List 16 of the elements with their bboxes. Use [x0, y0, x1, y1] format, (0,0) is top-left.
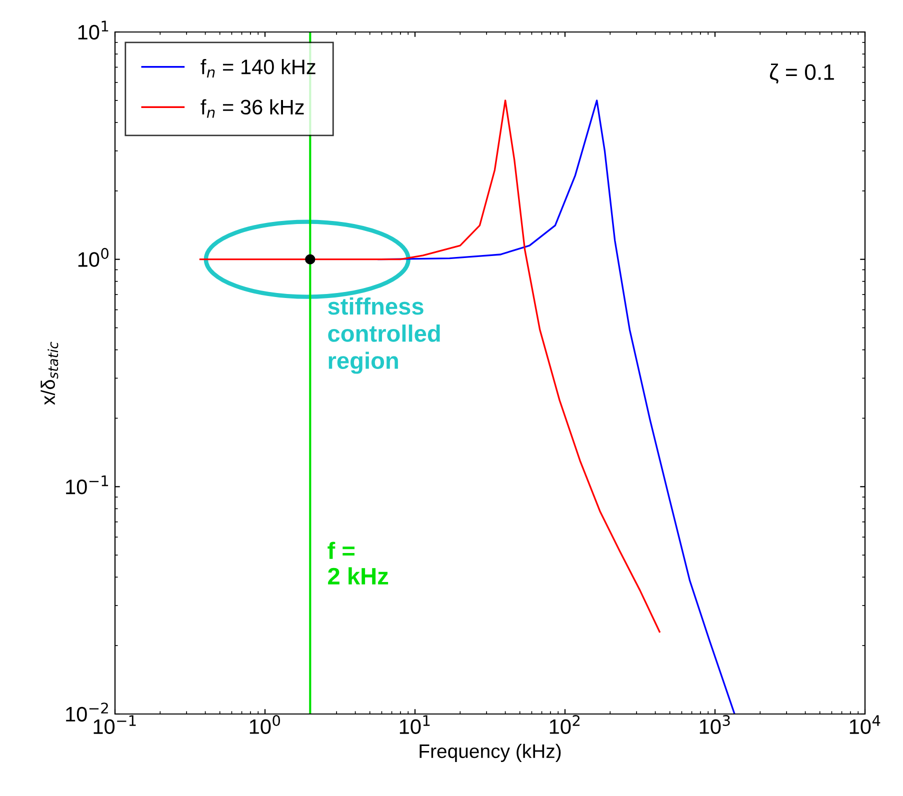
y-axis-title: x/δ$_{static}$	[40, 342, 58, 405]
x-tick-label: 10$^{4}$	[850, 715, 880, 734]
annotation: ζ = 0.1	[770, 64, 834, 84]
annotation: stiffness controlled region	[328, 297, 440, 374]
x-tick-label: 10$^{0}$	[250, 715, 280, 734]
legend-label: f$_{n}$ = 140 kHz	[200, 58, 316, 78]
y-tick-label: 10$^{−1}$	[66, 475, 108, 494]
x-tick-label: 10$^{1}$	[400, 715, 430, 734]
x-axis-title: Frequency (kHz)	[420, 744, 561, 762]
y-tick-label: 10$^{0}$	[78, 248, 108, 267]
legend-label: f$_{n}$ = 36 kHz	[200, 99, 304, 118]
x-tick-label: 10$^{3}$	[700, 715, 730, 734]
ref-line-label: f = 2 kHz	[328, 542, 388, 584]
x-tick-label: 10$^{−1}$	[94, 715, 136, 734]
y-tick-label: 10$^{1}$	[78, 20, 108, 40]
x-tick-label: 10$^{2}$	[550, 715, 580, 734]
